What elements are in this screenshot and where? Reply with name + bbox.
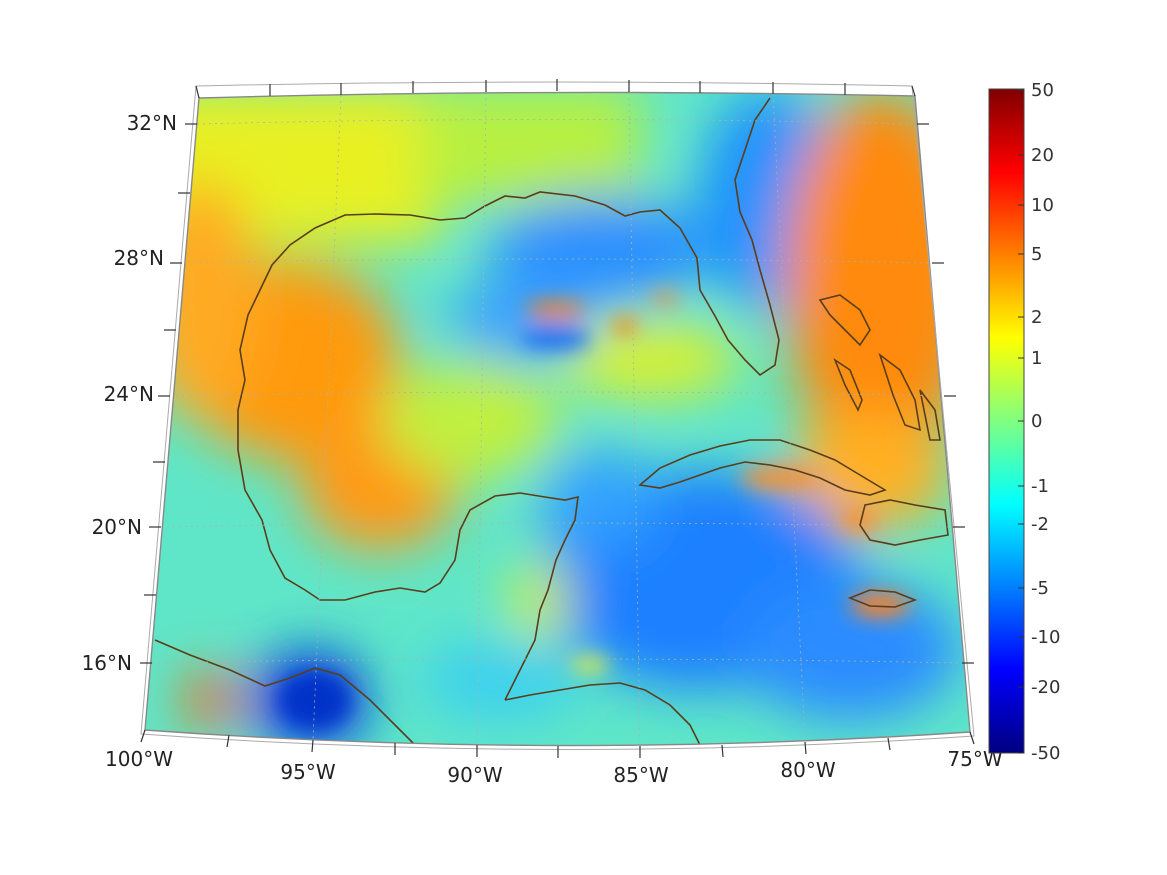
colorbar-tick-label: -2 (1031, 514, 1049, 535)
lon-labels: 100°W 95°W 90°W 85°W 80°W 75°W (105, 747, 1003, 787)
colorbar-tick-label: -1 (1031, 476, 1049, 497)
colorbar-tick-label: -10 (1031, 627, 1060, 648)
lon-label-90w: 90°W (447, 763, 502, 787)
lat-label-24n: 24°N (104, 382, 154, 406)
lat-labels: 32°N 28°N 24°N 20°N 16°N (82, 111, 177, 675)
lon-label-95w: 95°W (280, 760, 335, 784)
map-frame (144, 91, 971, 747)
colorbar-tick-label: -5 (1031, 578, 1049, 599)
colorbar-tick-label: 1 (1031, 348, 1042, 369)
lat-label-16n: 16°N (82, 651, 132, 675)
lon-label-100w: 100°W (105, 747, 173, 771)
colorbar-tick-label: 5 (1031, 244, 1042, 265)
colorbar-tick-label: -20 (1031, 677, 1060, 698)
lat-label-32n: 32°N (127, 111, 177, 135)
lon-label-85w: 85°W (613, 763, 668, 787)
lon-label-80w: 80°W (780, 758, 835, 782)
lat-label-20n: 20°N (92, 515, 142, 539)
frame-ticks (140, 79, 975, 758)
colorbar-tick-label: 2 (1031, 307, 1042, 328)
colorbar-tick-label: 0 (1031, 411, 1042, 432)
lat-label-28n: 28°N (114, 246, 164, 270)
colorbar-tick-label: -50 (1031, 743, 1060, 764)
coastline (154, 97, 949, 746)
data-field (145, 92, 970, 746)
colorbar-tick-label: 10 (1031, 195, 1054, 216)
map-frame-outer (140, 81, 975, 751)
colorbar-tick-label: 20 (1031, 145, 1054, 166)
colorbar-tick-label: 50 (1031, 80, 1054, 101)
